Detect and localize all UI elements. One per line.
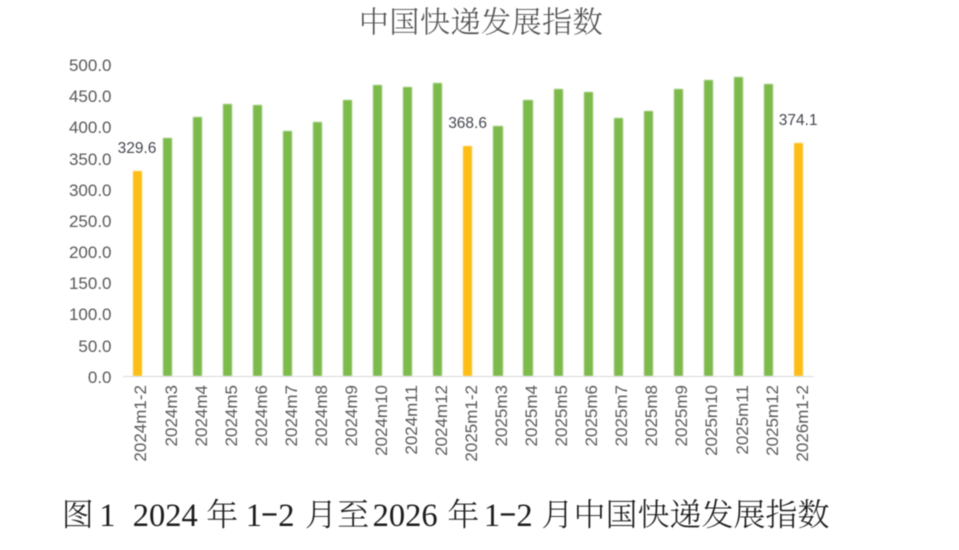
svg-text:1: 1	[484, 498, 500, 534]
svg-text:1: 1	[246, 498, 262, 534]
svg-text:1: 1	[99, 498, 115, 534]
svg-text:2: 2	[278, 498, 294, 534]
svg-text:2: 2	[516, 498, 532, 534]
svg-text:2026: 2026	[373, 498, 438, 534]
svg-text:2024: 2024	[133, 498, 198, 534]
